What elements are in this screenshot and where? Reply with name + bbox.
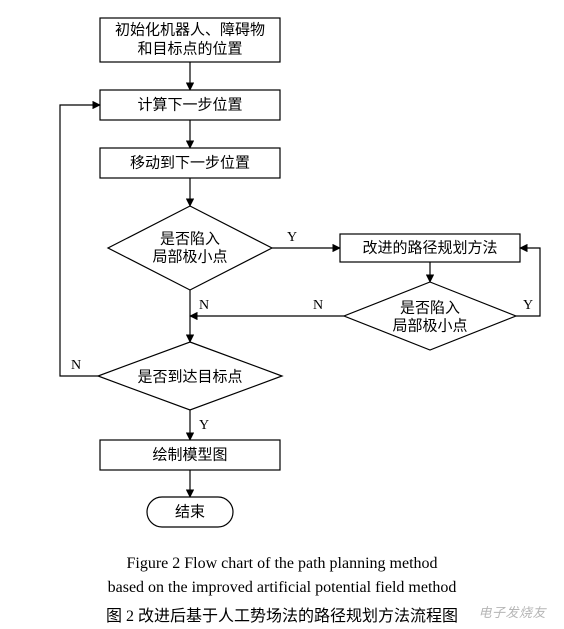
node-plot-label: 绘制模型图 <box>152 446 227 463</box>
node-move-label: 移动到下一步位置 <box>130 154 250 171</box>
caption-en-line2: based on the improved artificial potenti… <box>0 576 564 599</box>
node-goal-label: 是否到达目标点 <box>137 368 242 385</box>
node-trap1: 是否陷入 局部极小点 <box>108 206 272 290</box>
node-end-label: 结束 <box>175 503 205 520</box>
node-init: 初始化机器人、障碍物 和目标点的位置 <box>100 18 280 62</box>
node-init-line2: 和目标点的位置 <box>137 40 242 57</box>
node-improve: 改进的路径规划方法 <box>340 234 520 262</box>
label-goal-Y: Y <box>199 418 209 433</box>
node-end: 结束 <box>147 497 233 527</box>
node-init-line1: 初始化机器人、障碍物 <box>115 20 265 38</box>
caption-zh: 图 2 改进后基于人工势场法的路径规划方法流程图 <box>0 602 564 626</box>
node-trap1-line2: 局部极小点 <box>152 248 227 265</box>
node-trap2-line1: 是否陷入 <box>400 299 460 316</box>
page: 初始化机器人、障碍物 和目标点的位置 计算下一步位置 移动到下一步位置 是否陷入… <box>0 0 564 629</box>
label-trap1-Y: Y <box>287 230 297 245</box>
label-trap2-Y: Y <box>523 298 533 313</box>
label-goal-N: N <box>71 358 81 373</box>
node-trap2-line2: 局部极小点 <box>392 317 467 334</box>
label-trap1-N: N <box>199 298 209 313</box>
caption-en-line1: Figure 2 Flow chart of the path planning… <box>0 552 564 575</box>
flowchart-svg: 初始化机器人、障碍物 和目标点的位置 计算下一步位置 移动到下一步位置 是否陷入… <box>0 0 564 540</box>
node-move: 移动到下一步位置 <box>100 148 280 178</box>
node-calc-label: 计算下一步位置 <box>137 95 242 113</box>
node-plot: 绘制模型图 <box>100 440 280 470</box>
node-goal: 是否到达目标点 <box>98 342 282 410</box>
node-trap2: 是否陷入 局部极小点 <box>344 282 516 350</box>
label-trap2-N: N <box>313 298 323 313</box>
node-calc: 计算下一步位置 <box>100 90 280 120</box>
edge-goal-calc-loop <box>60 105 100 376</box>
node-improve-label: 改进的路径规划方法 <box>362 239 497 256</box>
node-trap1-line1: 是否陷入 <box>160 230 220 247</box>
